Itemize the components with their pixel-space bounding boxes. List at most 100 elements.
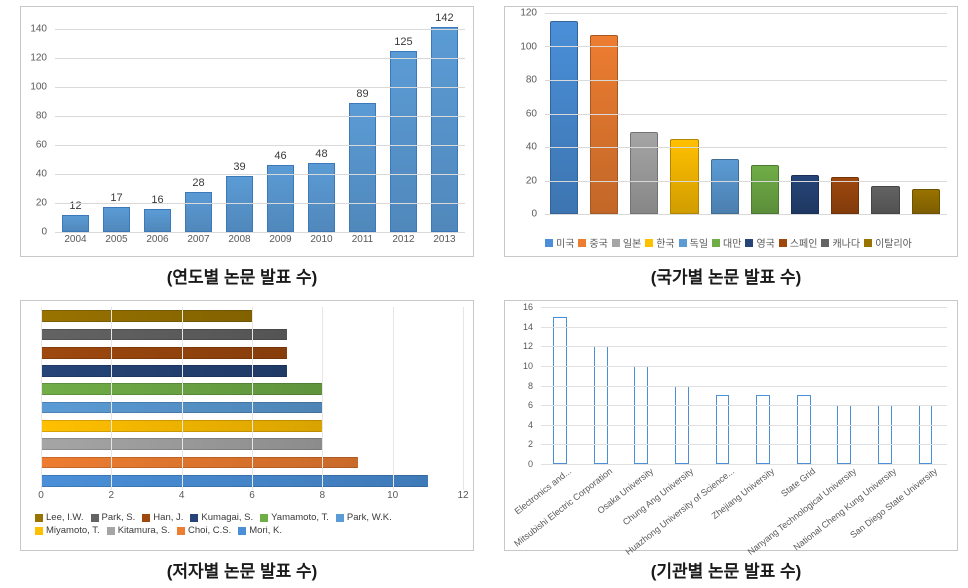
gridline (322, 307, 323, 490)
legend-swatch (645, 239, 653, 247)
legend-label: 미국 (556, 235, 574, 250)
y-tick: 120 (30, 53, 47, 64)
bar (550, 21, 578, 214)
legend-label: 대만 (723, 235, 741, 250)
bar-wrap: 48 (301, 15, 342, 232)
bar-value-label: 39 (227, 161, 253, 173)
bar-value-label: 46 (268, 150, 294, 162)
bar-value-label: 142 (432, 12, 458, 24)
bar: 46 (267, 165, 295, 232)
chart-yearly: 020406080100120140 121716283946488912514… (20, 6, 474, 257)
legend-label: Han, J. (153, 512, 183, 523)
gridline (55, 232, 465, 233)
legend-item: 대만 (712, 235, 741, 250)
gridline (545, 214, 947, 215)
x-axis: Electronics and...Mitsubishi Electric Co… (541, 466, 947, 548)
gridline (545, 181, 947, 182)
x-category: 2009 (260, 234, 301, 252)
gridline (541, 307, 947, 308)
x-category: 2011 (342, 234, 383, 252)
legend-label: Park, S. (102, 512, 136, 523)
bar (751, 165, 779, 214)
y-tick: 10 (523, 361, 533, 371)
legend-label: Park, W.K. (347, 512, 392, 523)
bar (41, 329, 287, 341)
plot-area (41, 307, 463, 490)
y-tick: 80 (526, 75, 537, 86)
legend-swatch (177, 527, 185, 535)
y-tick: 40 (526, 142, 537, 153)
caption-institution: (기관별 논문 발표 수) (484, 553, 968, 588)
legend-swatch (336, 514, 344, 522)
gridline (545, 13, 947, 14)
legend-item: 한국 (645, 235, 674, 250)
plot-area: 1217162839464889125142 (55, 15, 465, 232)
legend-swatch (142, 514, 150, 522)
legend-item: Park, W.K. (336, 512, 392, 523)
panel-institution: 0246810121416 Electronics and...Mitsubis… (484, 294, 968, 588)
bar (912, 189, 940, 214)
y-tick: 0 (531, 209, 537, 220)
bars: 1217162839464889125142 (55, 15, 465, 232)
legend: Lee, I.W.Park, S.Han, J.Kumagai, S.Yamam… (31, 510, 463, 548)
y-tick: 100 (520, 41, 537, 52)
legend-label: Kumagai, S. (201, 512, 253, 523)
bar: 48 (308, 163, 336, 232)
bar (41, 457, 358, 469)
x-tick: 2 (109, 490, 115, 501)
bar (41, 310, 252, 322)
bar (553, 317, 567, 464)
y-tick: 0 (528, 459, 533, 469)
legend-swatch (238, 527, 246, 535)
legend-item: 독일 (679, 235, 708, 250)
legend-item: 미국 (545, 235, 574, 250)
x-category: 2004 (55, 234, 96, 252)
y-tick: 0 (41, 227, 47, 238)
legend-item: Kumagai, S. (190, 512, 253, 523)
bar-value-label: 48 (309, 148, 335, 160)
bar: 16 (144, 209, 172, 232)
legend-label: 이탈리아 (875, 235, 912, 250)
bar-wrap: 46 (260, 15, 301, 232)
bar (837, 405, 851, 464)
y-tick: 80 (36, 111, 47, 122)
legend-label: 중국 (589, 235, 607, 250)
legend-label: Kitamura, S. (118, 525, 170, 536)
legend-label: Choi, C.S. (188, 525, 231, 536)
y-tick: 14 (523, 322, 533, 332)
legend-label: 캐나다 (832, 235, 860, 250)
legend-swatch (679, 239, 687, 247)
gridline (55, 145, 465, 146)
x-tick: 12 (457, 490, 468, 501)
legend-item: 캐나다 (821, 235, 860, 250)
y-tick: 8 (528, 381, 533, 391)
x-category: 2013 (424, 234, 465, 252)
gridline (541, 327, 947, 328)
y-tick: 6 (528, 400, 533, 410)
legend-item: 중국 (578, 235, 607, 250)
caption-yearly: (연도별 논문 발표 수) (0, 259, 484, 294)
bar (711, 159, 739, 214)
legend-item: 일본 (612, 235, 641, 250)
y-tick: 140 (30, 24, 47, 35)
panel-author: 024681012 Lee, I.W.Park, S.Han, J.Kumaga… (0, 294, 484, 588)
legend-item: 이탈리아 (864, 235, 912, 250)
gridline (41, 307, 42, 490)
chart-author: 024681012 Lee, I.W.Park, S.Han, J.Kumaga… (20, 300, 474, 551)
bar-value-label: 28 (186, 177, 212, 189)
y-axis: 020406080100120140 (21, 15, 51, 232)
x-category: 2012 (383, 234, 424, 252)
bar-wrap: 142 (424, 15, 465, 232)
gridline (545, 46, 947, 47)
x-tick: 4 (179, 490, 185, 501)
legend-swatch (190, 514, 198, 522)
legend-item: Yamamoto, T. (260, 512, 329, 523)
legend-item: Choi, C.S. (177, 525, 231, 536)
bar-value-label: 125 (391, 36, 417, 48)
plot-area (545, 13, 947, 214)
legend-swatch (578, 239, 586, 247)
x-category: 2006 (137, 234, 178, 252)
legend: 미국중국일본한국독일대만영국스페인캐나다이탈리아 (545, 235, 947, 250)
legend-item: Miyamoto, T. (35, 525, 100, 536)
gridline (393, 307, 394, 490)
